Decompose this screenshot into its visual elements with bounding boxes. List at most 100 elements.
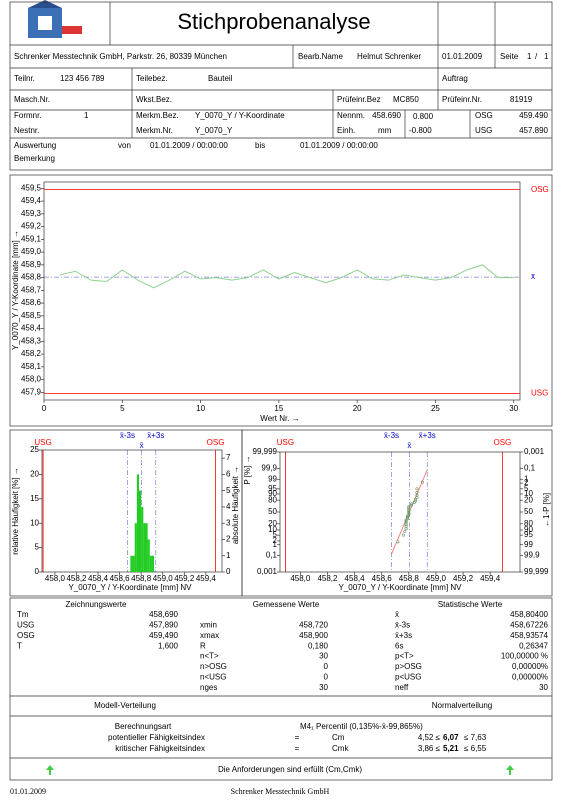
y-tick-label: 95	[524, 530, 533, 539]
row-value: 458,720	[299, 621, 328, 630]
header-field: bis	[255, 141, 265, 150]
data-point	[404, 525, 408, 529]
reference-label: USG	[34, 438, 51, 447]
x-tick-label: 458,8	[131, 574, 152, 583]
data-point	[404, 521, 408, 525]
y-tick-label: 458,4	[21, 324, 42, 333]
data-point	[404, 519, 408, 523]
reference-label: x̄-3s	[120, 431, 135, 440]
y-tick-label: 99	[268, 474, 277, 483]
y-tick-label: 459,1	[21, 234, 42, 243]
header-field: 1	[527, 52, 532, 61]
footer-company: Schrenker Messtechnik GmbH	[231, 787, 330, 796]
reference-label: USG	[531, 389, 548, 398]
plot-area	[41, 449, 223, 573]
index-value: 6,07	[443, 733, 459, 742]
data-point	[410, 503, 414, 507]
row-label: T	[17, 641, 22, 650]
index-upper: ≤ 7,63	[464, 733, 487, 742]
y-tick-label: 90	[524, 525, 533, 534]
x-tick-label: 458,2	[317, 574, 338, 583]
row-label: x̄	[395, 610, 399, 619]
row-value: 458,93574	[510, 631, 548, 640]
header-field: 458.690	[372, 111, 401, 120]
method: M4₁ Percentil (0,135%-x̄-99,865%)	[300, 722, 423, 731]
x-tick-label: 459,4	[196, 574, 217, 583]
header-field: /	[535, 52, 538, 61]
y-tick-label: 5	[226, 486, 231, 495]
row-value: 30	[319, 683, 328, 692]
y-tick-label: 99,999	[253, 447, 278, 456]
y-tick-label: 50	[524, 507, 533, 516]
row-label: n<USG	[200, 673, 226, 682]
data-point	[404, 523, 408, 527]
result: Die Anforderungen sind erfüllt (Cm,Cmk)	[218, 765, 362, 774]
histogram-bar	[149, 555, 152, 572]
row-value: 1,600	[158, 641, 179, 650]
index-lower: 3,86 ≤	[418, 744, 441, 753]
data-point	[405, 515, 409, 519]
histogram-bar	[139, 490, 142, 572]
y-tick-label: 1	[524, 474, 529, 483]
data-point	[415, 491, 419, 495]
y-tick-label: 458,7	[21, 285, 42, 294]
chart-frame	[9, 429, 243, 597]
row-value: 0,180	[308, 641, 329, 650]
x-tick-label: 458,4	[88, 574, 109, 583]
header-field: Nestnr.	[14, 126, 39, 135]
row-value: 458,80400	[510, 610, 548, 619]
y-tick-label: 459,0	[21, 247, 42, 256]
y-tick-label: 99,9	[524, 551, 540, 560]
x-tick-label: 458,0	[290, 574, 311, 583]
y-tick-label: 458,2	[21, 349, 42, 358]
x-tick-label: 459,0	[426, 574, 447, 583]
x-tick-label: 15	[274, 404, 283, 413]
header-field: Y_0070_Y / Y-Koordinate	[195, 111, 285, 120]
column-header: Statistische Werte	[438, 600, 503, 609]
logo-roof	[28, 0, 62, 8]
row-label: Tm	[17, 610, 29, 619]
y-tick-label: 80	[524, 519, 533, 528]
y-tick-label: 3	[226, 518, 231, 527]
y-tick-label: 0,1	[266, 551, 278, 560]
x-tick-label: 458,6	[372, 574, 393, 583]
histogram-bar	[143, 523, 146, 572]
header-field: 123 456 789	[60, 74, 105, 83]
header-field: Teilebez.	[136, 74, 168, 83]
index-eq: =	[295, 744, 300, 753]
header-field: Teilnr.	[14, 74, 35, 83]
x-tick-label: 10	[196, 404, 205, 413]
data-point	[414, 497, 418, 501]
plot-area	[279, 451, 521, 573]
model-label: Modell-Verteilung	[94, 701, 156, 710]
y-tick-label: 7	[226, 453, 231, 462]
histogram-bar	[136, 474, 140, 572]
header-field: Merkm.Nr.	[136, 126, 173, 135]
row-label: n>OSG	[200, 662, 227, 671]
row-value: 30	[319, 652, 328, 661]
header-frame	[9, 1, 553, 171]
ok-arrow	[506, 765, 514, 775]
axis-title: relative Häufigkeit [%] →	[11, 467, 20, 555]
header-field: 457.890	[519, 126, 548, 135]
y-tick-label: 2	[226, 535, 231, 544]
header-field: Prüfeinr.Nr.	[442, 95, 482, 104]
y-tick-label: 20	[268, 519, 277, 528]
header-field: -0.800	[409, 126, 432, 135]
y-tick-label: 10	[268, 525, 277, 534]
y-tick-label: 5	[273, 530, 278, 539]
x-tick-label: 5	[120, 404, 125, 413]
x-tick-label: 458,8	[399, 574, 420, 583]
index-lower: 4,52 ≤	[418, 733, 441, 742]
data-point	[403, 529, 407, 533]
data-point	[420, 480, 424, 484]
axis-title: Y_0070_Y / Y-Koordinate [mm] NV	[68, 583, 192, 592]
data-point	[407, 505, 411, 509]
data-point	[410, 502, 414, 506]
stats-frame	[9, 597, 553, 781]
reference-label: OSG	[207, 438, 225, 447]
plot-area	[43, 181, 521, 401]
header-field: 459.490	[519, 111, 548, 120]
y-tick-label: 458,1	[21, 362, 42, 371]
header-field: Nennm.	[337, 111, 365, 120]
